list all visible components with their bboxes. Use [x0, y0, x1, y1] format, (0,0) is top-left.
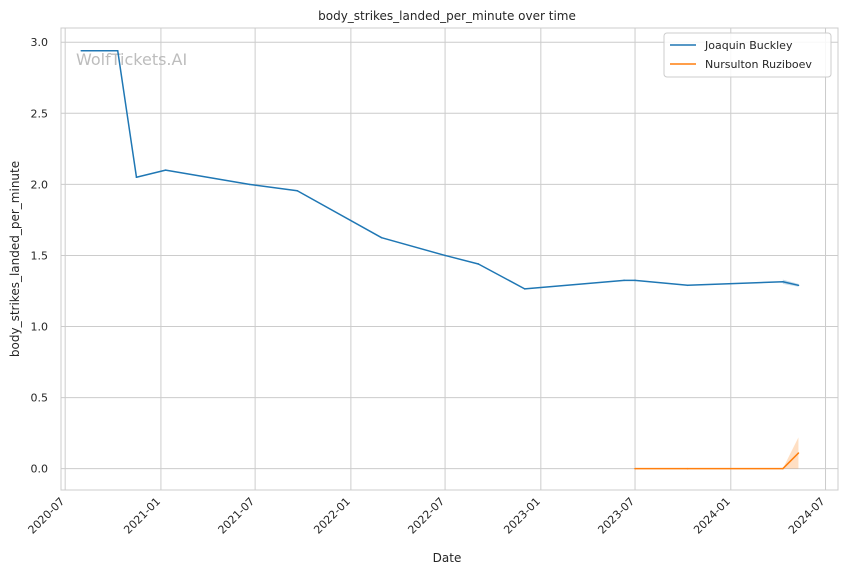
legend-label-nursulton-ruziboev: Nursulton Ruziboev — [705, 58, 812, 71]
x-tick-label: 2024-07 — [786, 495, 828, 537]
data-point-joaquin-buckley — [623, 279, 625, 282]
legend-box — [663, 32, 832, 78]
plot-area — [60, 27, 839, 491]
data-point-nursulton-ruziboev — [686, 467, 689, 470]
data-point-joaquin-buckley — [797, 284, 800, 287]
data-point-nursulton-ruziboev — [797, 452, 800, 454]
y-tick-label: 3.0 — [31, 36, 49, 49]
data-point-joaquin-buckley — [380, 236, 383, 239]
data-point-joaquin-buckley — [248, 183, 251, 186]
y-tick-label: 0.5 — [31, 392, 49, 405]
data-point-joaquin-buckley — [444, 254, 446, 257]
y-tick-label: 2.0 — [31, 178, 49, 191]
y-axis-label: body_strikes_landed_per_minute — [8, 161, 22, 357]
data-point-joaquin-buckley — [686, 284, 689, 287]
legend-label-joaquin-buckley: Joaquin Buckley — [704, 39, 793, 52]
data-point-joaquin-buckley — [80, 49, 83, 52]
data-point-joaquin-buckley — [164, 169, 167, 171]
data-point-joaquin-buckley — [782, 280, 784, 283]
y-tick-label: 1.0 — [31, 321, 49, 334]
x-tick-label: 2021-07 — [216, 495, 258, 537]
series-line-nursulton-ruziboev — [635, 452, 799, 470]
chart-title: body_strikes_landed_per_minute over time — [318, 9, 576, 23]
watermark: WolfTickets.AI — [76, 50, 187, 69]
data-point-nursulton-ruziboev — [634, 467, 636, 470]
y-tick-label: 2.5 — [31, 107, 49, 120]
data-point-joaquin-buckley — [523, 288, 526, 290]
y-tick-label: 1.5 — [31, 249, 49, 262]
x-tick-label: 2023-07 — [595, 495, 637, 537]
data-point-joaquin-buckley — [135, 176, 138, 179]
x-axis-label: Date — [433, 551, 462, 565]
x-tick-label: 2020-07 — [26, 495, 68, 537]
legend: Joaquin Buckley Nursulton Ruziboev — [663, 32, 832, 78]
grid — [61, 28, 838, 490]
x-tick-label: 2021-01 — [121, 495, 163, 537]
x-tick-label: 2022-01 — [311, 495, 353, 537]
data-point-joaquin-buckley — [634, 279, 636, 282]
series-lines — [80, 49, 800, 470]
x-tick-label: 2023-01 — [501, 495, 543, 537]
data-point-joaquin-buckley — [477, 263, 480, 265]
data-point-joaquin-buckley — [116, 49, 119, 52]
y-tick-label: 0.0 — [31, 463, 49, 476]
x-tick-label: 2022-07 — [406, 495, 448, 537]
data-point-joaquin-buckley — [296, 189, 299, 192]
data-point-nursulton-ruziboev — [782, 467, 784, 470]
confidence-band-nursulton-ruziboev — [782, 437, 799, 469]
x-tick-label: 2024-01 — [691, 495, 733, 537]
